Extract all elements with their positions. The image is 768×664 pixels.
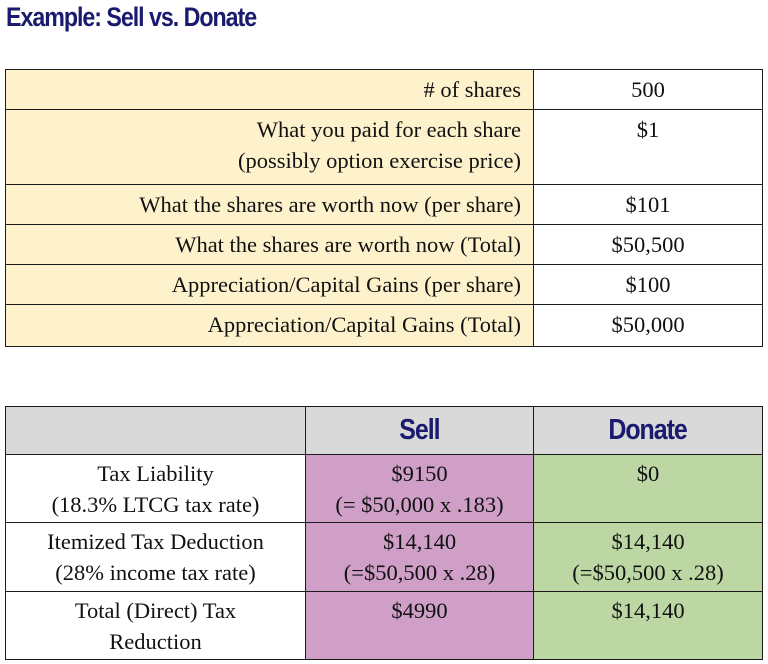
facts-value-gains-per-share: $100 [533,264,763,305]
header-sell: Sell [305,406,534,455]
donate-value-line: $14,140 [611,529,685,554]
table-row: # of shares 500 [5,69,763,110]
share-facts-table: # of shares 500 What you paid for each s… [5,69,763,347]
donate-total-reduction: $14,140 [533,591,763,660]
row-label-total-reduction: Total (Direct) Tax Reduction [5,591,306,660]
sell-value-line: (= $50,000 x .183) [335,492,504,517]
page-title: Example: Sell vs. Donate [6,2,257,32]
header-sell-label: Sell [399,414,440,446]
donate-value-line: $14,140 [611,598,685,623]
sell-total-reduction: $4990 [305,591,534,660]
table-row: What you paid for each share (possibly o… [5,109,763,185]
facts-label-worth-total: What the shares are worth now (Total) [5,224,534,265]
header-blank [5,406,306,455]
donate-value-line: (=$50,500 x .28) [572,560,724,585]
sell-value-line: $9150 [391,461,448,486]
sell-value-line: $14,140 [382,529,457,554]
table-row: Appreciation/Capital Gains (Total) $50,0… [5,304,763,347]
row-label-line: Reduction [109,629,202,654]
donate-value-line: $0 [636,461,660,486]
facts-value-shares: 500 [533,69,763,110]
facts-label-paid-per-share: What you paid for each share (possibly o… [5,109,534,185]
sell-value-line: (=$50,500 x .28) [343,560,496,585]
facts-label-paid-line-1: What you paid for each share [256,117,521,142]
sell-tax-liability: $9150 (= $50,000 x .183) [305,454,534,523]
facts-label-worth-per-share: What the shares are worth now (per share… [5,184,534,225]
table-row: What the shares are worth now (Total) $5… [5,224,763,265]
table-row: Total (Direct) Tax Reduction $4990 $14,1… [5,591,763,660]
table-row: What the shares are worth now (per share… [5,184,763,225]
sell-itemized-deduction: $14,140 (=$50,500 x .28) [305,522,534,592]
facts-label-shares: # of shares [5,69,534,110]
sell-value-line: $4990 [391,598,448,623]
facts-label-paid-line-2: (possibly option exercise price) [237,148,521,173]
table-row: Tax Liability (18.3% LTCG tax rate) $915… [5,454,763,523]
row-label-line: Tax Liability [97,461,214,486]
facts-label-gains-per-share: Appreciation/Capital Gains (per share) [5,264,534,305]
donate-tax-liability: $0 [533,454,763,523]
table-row: Itemized Tax Deduction (28% income tax r… [5,522,763,592]
row-label-line: Total (Direct) Tax [74,598,237,623]
row-label-line: (18.3% LTCG tax rate) [51,492,260,517]
facts-value-worth-total: $50,500 [533,224,763,265]
facts-label-gains-total: Appreciation/Capital Gains (Total) [5,304,534,347]
donate-itemized-deduction: $14,140 (=$50,500 x .28) [533,522,763,592]
facts-value-gains-total: $50,000 [533,304,763,347]
table-header-row: Sell Donate [5,406,763,455]
row-label-line: (28% income tax rate) [55,560,256,585]
row-label-line: Itemized Tax Deduction [47,529,264,554]
facts-value-paid-per-share: $1 [533,109,763,185]
facts-value-worth-per-share: $101 [533,184,763,225]
row-label-tax-liability: Tax Liability (18.3% LTCG tax rate) [5,454,306,523]
header-donate-label: Donate [608,414,688,446]
sell-vs-donate-table: Sell Donate Tax Liability (18.3% LTCG ta… [5,406,763,660]
row-label-itemized-deduction: Itemized Tax Deduction (28% income tax r… [5,522,306,592]
table-row: Appreciation/Capital Gains (per share) $… [5,264,763,305]
header-donate: Donate [533,406,763,455]
